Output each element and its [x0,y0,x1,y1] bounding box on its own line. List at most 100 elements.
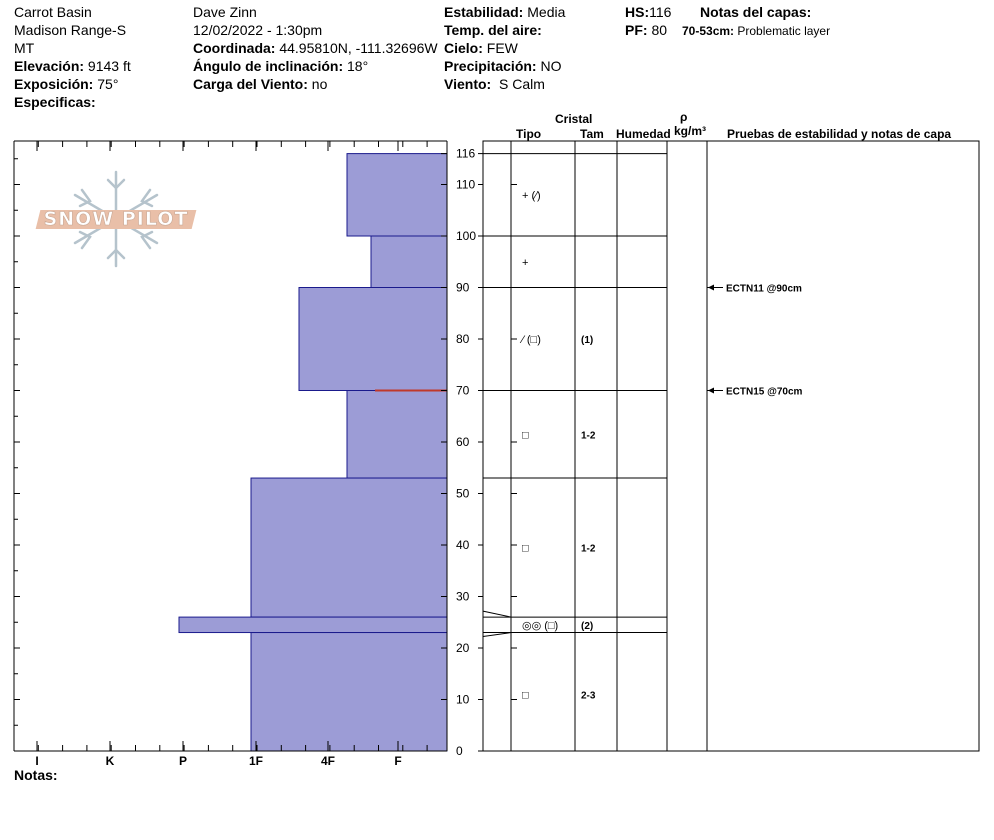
y-tick-label: 0 [456,744,463,758]
wind-label: Viento: [444,76,492,92]
hs-value: 116 [649,4,672,20]
y-tick-label: 30 [456,590,470,604]
y-tick-label: 40 [456,538,470,552]
stability-row: Estabilidad: Media [444,3,565,21]
state-name: MT [14,40,35,56]
aspect-value: 75° [97,76,119,92]
specifics-label: Especificas: [14,94,96,110]
crystal-type: □ [522,689,529,701]
y-tick-label: 70 [456,384,470,398]
crystal-size: (1) [581,335,593,346]
sky-label: Cielo: [444,40,483,56]
precip-value: NO [540,58,562,74]
elevation-label: Elevación: [14,58,85,74]
stability-value: Media [527,4,566,20]
wind-row: Viento: S Calm [444,75,545,93]
elevation-row: Elevación: 9143 ft [14,57,131,75]
y-tick-label: 110 [456,178,475,192]
crystal-size: 1-2 [581,430,596,441]
wind-load-label: Carga del Viento: [193,76,308,92]
layer-connector [482,610,512,618]
location-name: Carrot Basin [14,4,92,20]
hardness-tick-label: P [179,754,187,768]
hardness-tick-label: 4F [321,754,335,768]
pf-value: 80 [651,22,668,38]
type-header: Tipo [516,127,542,141]
logo-text: SNOW PILOT [43,208,189,231]
crystal-type: □ [522,543,529,555]
elevation-value: 9143 ft [87,58,131,74]
hardness-bar [346,153,448,237]
wind-load-value: no [311,76,328,92]
incline-value: 18° [347,58,369,74]
precip-row: Precipitación: NO [444,57,561,75]
y-tick-label: 80 [456,332,470,346]
hardness-tick-label: K [106,754,115,768]
hardness-bar [298,287,448,391]
moisture-header: Humedad [616,127,671,141]
pf-row: PF: 80 [625,21,667,39]
sky-row: Cielo: FEW [444,39,518,57]
precip-label: Precipitación: [444,58,537,74]
hardness-bar [178,616,448,634]
crystal-type: ⁄ (□) [519,334,541,346]
hardness-bar [250,477,448,618]
test-arrow-icon [708,284,714,291]
density-unit-header: kg/m³ [674,124,707,138]
rho-header: ρ [680,110,688,124]
y-tick-label: 10 [456,693,470,707]
incline-label: Ángulo de inclinación: [193,58,344,74]
observation-datetime: 12/02/2022 - 1:30pm [193,22,323,38]
crystal-size: 2-3 [581,690,596,701]
y-tick-label: 90 [456,281,470,295]
coordinate-value: 44.95810N, -111.32696W [279,40,438,56]
layer-note-text: Problematic layer [737,24,831,38]
range-name: Madison Range-S [14,22,127,38]
crystal-type: + [522,257,528,269]
stability-label: Estabilidad: [444,4,524,20]
layer-note: 70-53cm: Problematic layer [682,22,830,40]
hardness-tick-label: 1F [249,754,263,768]
hardness-tick-label: F [394,754,401,768]
wind-load-row: Carga del Viento: no [193,75,327,93]
coordinate-row: Coordinada: 44.95810N, -111.32696W [193,39,438,57]
aspect-row: Exposición: 75° [14,75,118,93]
aspect-label: Exposición: [14,76,94,92]
hardness-tick-label: I [35,754,38,768]
crystal-type: ◎◎ (□) [522,620,558,632]
tests-header: Pruebas de estabilidad y notas de capa [727,127,952,141]
sky-value: FEW [486,40,518,56]
coordinate-label: Coordinada: [193,40,276,56]
y-tick-label: 116 [456,147,475,161]
test-label: ECTN11 @90cm [726,284,802,295]
hs-row: HS:116 [625,3,671,21]
snowpilot-logo: SNOW PILOT [35,168,197,270]
crystal-type: + (⁄) [522,190,541,202]
y-tick-label: 20 [456,641,470,655]
observer-name: Dave Zinn [193,4,257,20]
hardness-bar [370,235,448,288]
layer-connector [482,632,512,638]
wind-value: S Calm [498,76,545,92]
hs-label: HS: [625,4,650,20]
hardness-bar [346,390,448,479]
incline-row: Ángulo de inclinación: 18° [193,57,368,75]
crystal-type: □ [522,429,529,441]
layer-note-range: 70-53cm: [682,24,735,38]
test-label: ECTN15 @70cm [726,387,803,398]
crystal-size: (2) [581,621,593,632]
layer-notes-label: Notas del capas: [700,4,812,20]
y-tick-label: 100 [456,229,476,243]
pf-label: PF: [625,22,648,38]
y-tick-label: 50 [456,487,470,501]
y-tick-label: 60 [456,435,470,449]
hardness-bar [250,632,448,752]
crystal-size: 1-2 [581,544,596,555]
layers-table [482,140,980,752]
size-header: Tam [580,127,604,141]
notes-label: Notas: [14,767,58,783]
test-arrow-icon [708,387,714,394]
crystal-header: Cristal [555,112,593,126]
air-temp-label: Temp. del aire: [444,22,542,38]
